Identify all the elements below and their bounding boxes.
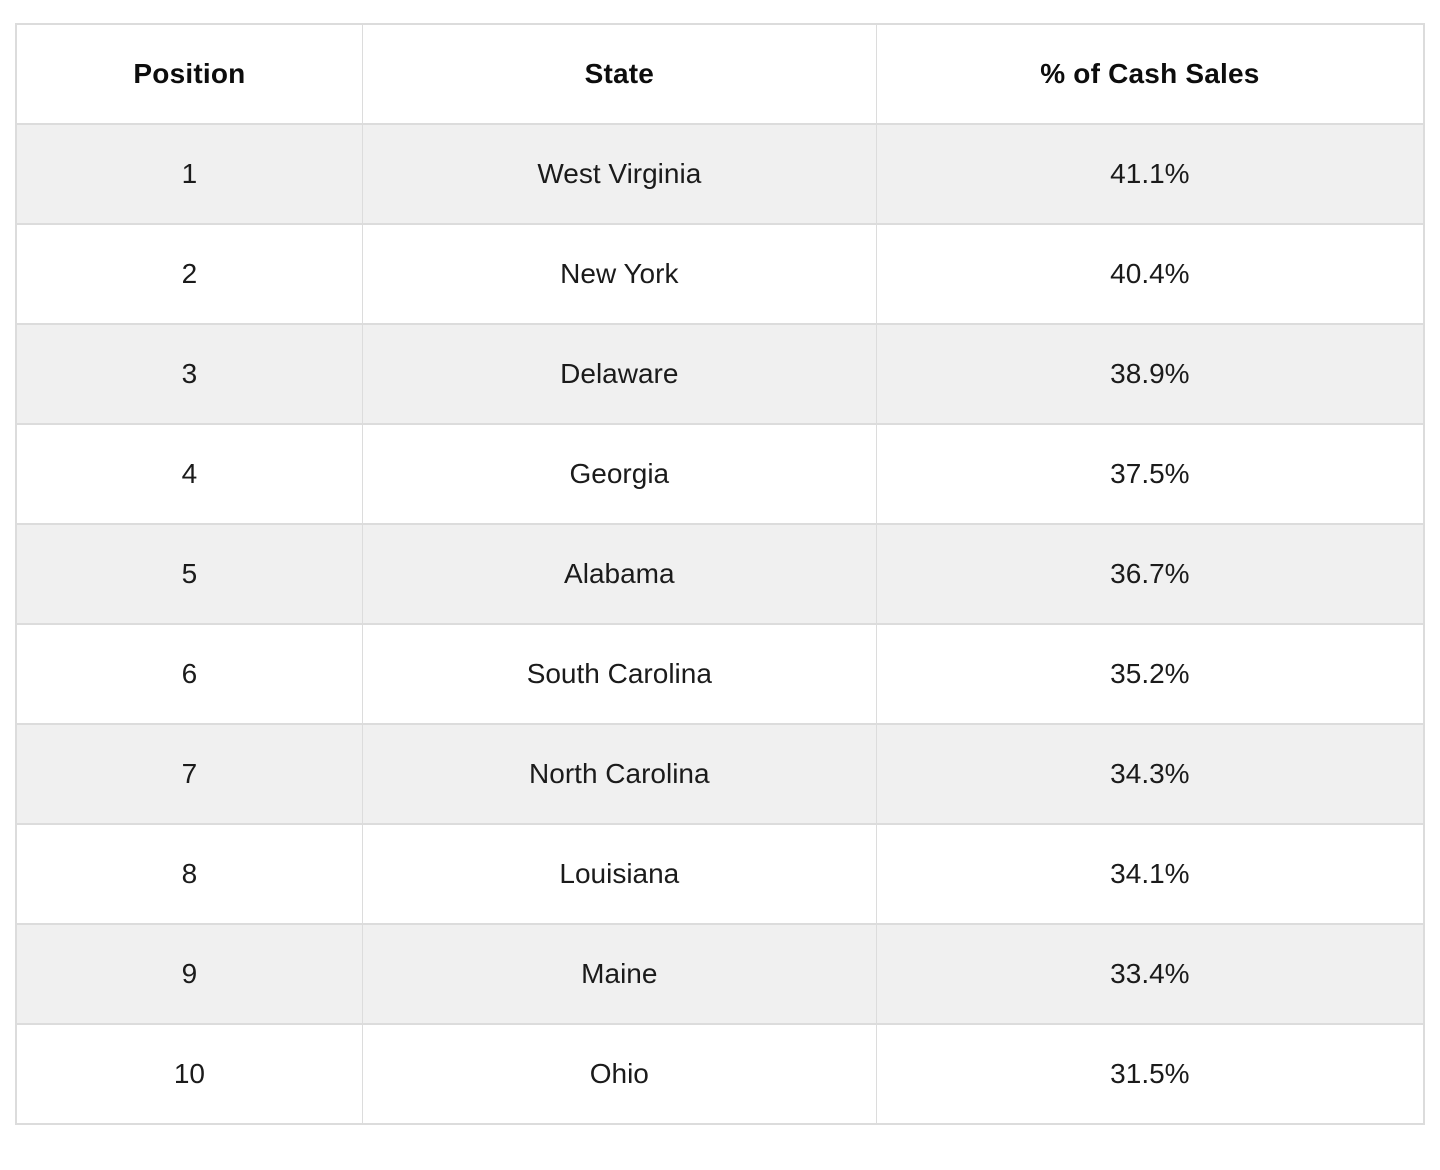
position-cell: 6 <box>15 623 363 725</box>
state-cell: Louisiana <box>361 823 877 925</box>
percent-cell: 41.1% <box>875 123 1425 225</box>
table-header-row: Position State % of Cash Sales <box>15 23 1425 125</box>
table-body: 1 West Virginia 41.1% 2 New York 40.4% 3 Delawa… <box>15 123 1425 1125</box>
position-cell: 7 <box>15 723 363 825</box>
percent-cell: 35.2% <box>875 623 1425 725</box>
state-cell: North Carolina <box>361 723 877 825</box>
table-row: 2 New York 40.4% <box>15 223 1425 325</box>
percent-cell: 37.5% <box>875 423 1425 525</box>
percent-cell: 34.3% <box>875 723 1425 825</box>
state-cell: Maine <box>361 923 877 1025</box>
state-cell: West Virginia <box>361 123 877 225</box>
column-header-position: Position <box>15 23 363 125</box>
table-row: 5 Alabama 36.7% <box>15 523 1425 625</box>
table-row: 4 Georgia 37.5% <box>15 423 1425 525</box>
state-cell: New York <box>361 223 877 325</box>
table-row: 1 West Virginia 41.1% <box>15 123 1425 225</box>
percent-cell: 34.1% <box>875 823 1425 925</box>
state-cell: Ohio <box>361 1023 877 1125</box>
position-cell: 10 <box>15 1023 363 1125</box>
percent-cell: 31.5% <box>875 1023 1425 1125</box>
column-header-state: State <box>361 23 877 125</box>
table-row: 8 Louisiana 34.1% <box>15 823 1425 925</box>
cash-sales-table: Position State % of Cash Sales 1 West Vir… <box>15 23 1425 1125</box>
cash-sales-table-container: Position State % of Cash Sales 1 West Vir… <box>15 23 1425 1125</box>
position-cell: 8 <box>15 823 363 925</box>
percent-cell: 33.4% <box>875 923 1425 1025</box>
position-cell: 9 <box>15 923 363 1025</box>
table-header: Position State % of Cash Sales <box>15 23 1425 125</box>
position-cell: 2 <box>15 223 363 325</box>
position-cell: 5 <box>15 523 363 625</box>
percent-cell: 40.4% <box>875 223 1425 325</box>
percent-cell: 38.9% <box>875 323 1425 425</box>
state-cell: Georgia <box>361 423 877 525</box>
table-row: 7 North Carolina 34.3% <box>15 723 1425 825</box>
table-row: 3 Delaware 38.9% <box>15 323 1425 425</box>
state-cell: Alabama <box>361 523 877 625</box>
position-cell: 4 <box>15 423 363 525</box>
table-row: 10 Ohio 31.5% <box>15 1023 1425 1125</box>
state-cell: Delaware <box>361 323 877 425</box>
percent-cell: 36.7% <box>875 523 1425 625</box>
state-cell: South Carolina <box>361 623 877 725</box>
table-row: 9 Maine 33.4% <box>15 923 1425 1025</box>
position-cell: 3 <box>15 323 363 425</box>
column-header-percent-cash-sales: % of Cash Sales <box>875 23 1425 125</box>
table-row: 6 South Carolina 35.2% <box>15 623 1425 725</box>
position-cell: 1 <box>15 123 363 225</box>
